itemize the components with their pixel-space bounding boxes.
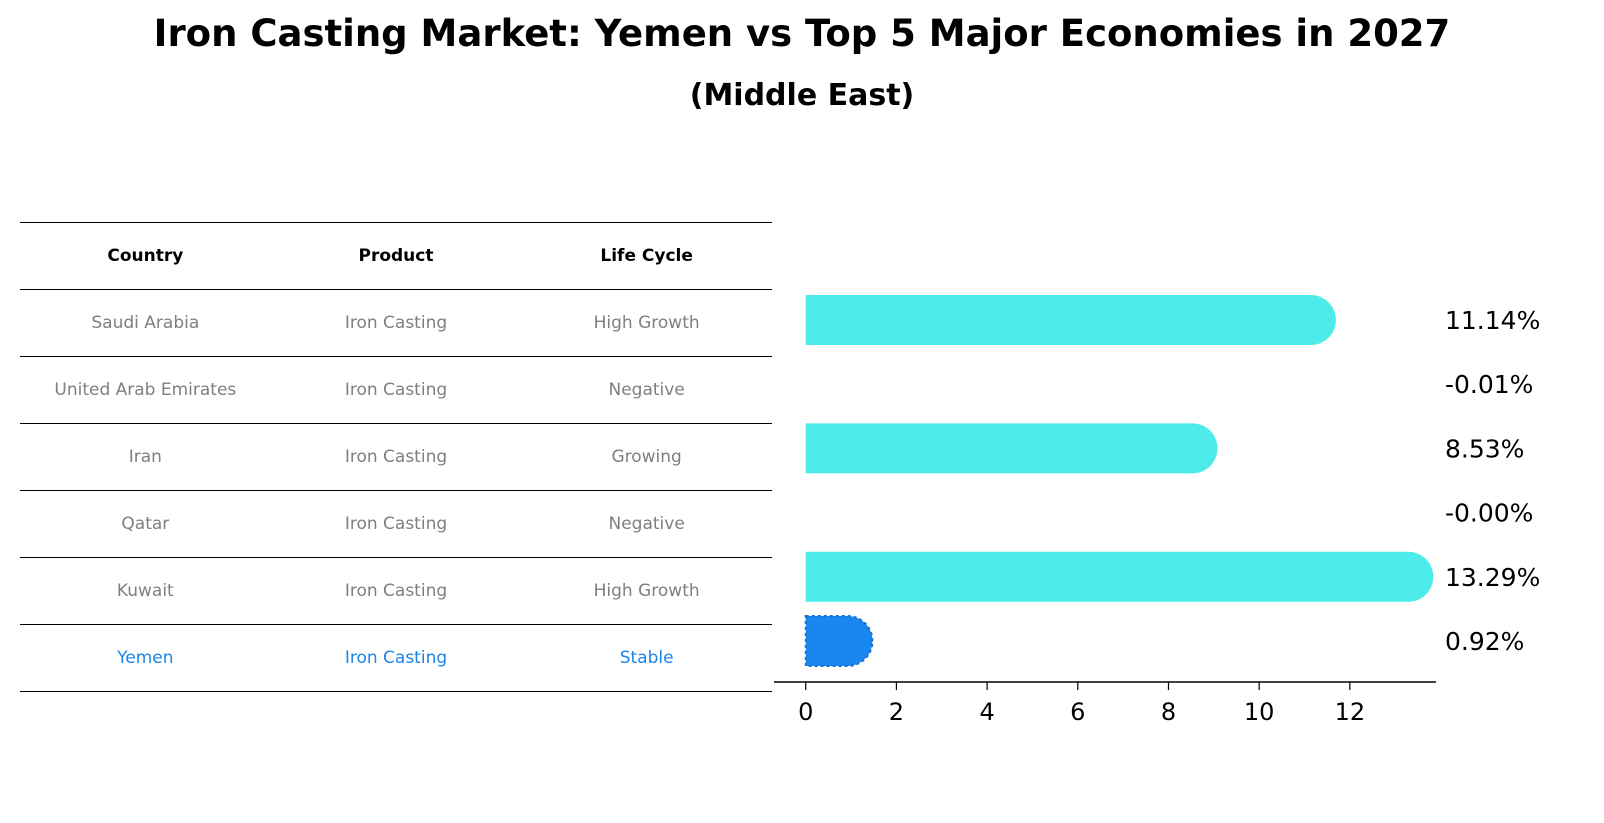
table-row: Iran Iron Casting Growing bbox=[20, 423, 772, 490]
bar-value-label: -0.00% bbox=[1445, 499, 1533, 528]
table-header-row: Country Product Life Cycle bbox=[20, 222, 772, 289]
x-tick-label: 8 bbox=[1161, 698, 1176, 726]
bar-value-label: 13.29% bbox=[1445, 563, 1540, 592]
bar bbox=[805, 295, 1336, 345]
bar-value-label: 8.53% bbox=[1445, 434, 1524, 463]
x-tick-label: 12 bbox=[1335, 698, 1366, 726]
table-row: Qatar Iron Casting Negative bbox=[20, 490, 772, 557]
cell-product: Iron Casting bbox=[344, 313, 448, 333]
bar bbox=[805, 423, 1218, 474]
header-country: Country bbox=[107, 246, 184, 266]
header-life-cycle: Life Cycle bbox=[600, 246, 693, 266]
cell-product: Iron Casting bbox=[344, 648, 448, 668]
cell-product: Iron Casting bbox=[344, 380, 448, 400]
header-product: Product bbox=[358, 246, 434, 266]
cell-life-cycle: Negative bbox=[608, 380, 685, 400]
x-tick-label: 4 bbox=[979, 698, 994, 726]
x-tick-label: 6 bbox=[1070, 698, 1085, 726]
data-table: Country Product Life Cycle Saudi Arabia … bbox=[20, 222, 772, 692]
bar-value-label: -0.01% bbox=[1445, 370, 1533, 399]
x-tick-label: 10 bbox=[1244, 698, 1275, 726]
bar bbox=[805, 551, 1434, 602]
cell-country: Kuwait bbox=[116, 581, 174, 601]
cell-country: Qatar bbox=[121, 514, 170, 534]
table-row-highlight: Yemen Iron Casting Stable bbox=[20, 624, 772, 692]
x-tick-label: 2 bbox=[889, 698, 904, 726]
cell-life-cycle: Growing bbox=[611, 447, 682, 467]
cell-life-cycle: High Growth bbox=[593, 581, 700, 601]
table-row: Saudi Arabia Iron Casting High Growth bbox=[20, 289, 772, 356]
cell-life-cycle: Negative bbox=[608, 514, 685, 534]
cell-country: United Arab Emirates bbox=[54, 380, 237, 400]
cell-product: Iron Casting bbox=[344, 447, 448, 467]
cell-product: Iron Casting bbox=[344, 581, 448, 601]
cell-country: Saudi Arabia bbox=[91, 313, 200, 333]
table-row: United Arab Emirates Iron Casting Negati… bbox=[20, 356, 772, 423]
bar-value-label: 11.14% bbox=[1445, 306, 1540, 335]
bar-highlight bbox=[804, 615, 874, 667]
bar-chart: 11.14% -0.01% 8.53% -0.00% 13.29% 0.92% 0 2 4 6 8 1… bbox=[774, 295, 1540, 726]
cell-life-cycle: Stable bbox=[619, 648, 674, 668]
chart-title: Iron Casting Market: Yemen vs Top 5 Majo… bbox=[153, 12, 1451, 55]
cell-product: Iron Casting bbox=[344, 514, 448, 534]
table-row: Kuwait Iron Casting High Growth bbox=[20, 557, 772, 624]
cell-country: Iran bbox=[128, 447, 162, 467]
chart-subtitle: (Middle East) bbox=[689, 78, 915, 113]
cell-life-cycle: High Growth bbox=[593, 313, 700, 333]
bar-value-label: 0.92% bbox=[1445, 627, 1524, 656]
x-tick-label: 0 bbox=[798, 698, 813, 726]
cell-country: Yemen bbox=[117, 648, 174, 668]
